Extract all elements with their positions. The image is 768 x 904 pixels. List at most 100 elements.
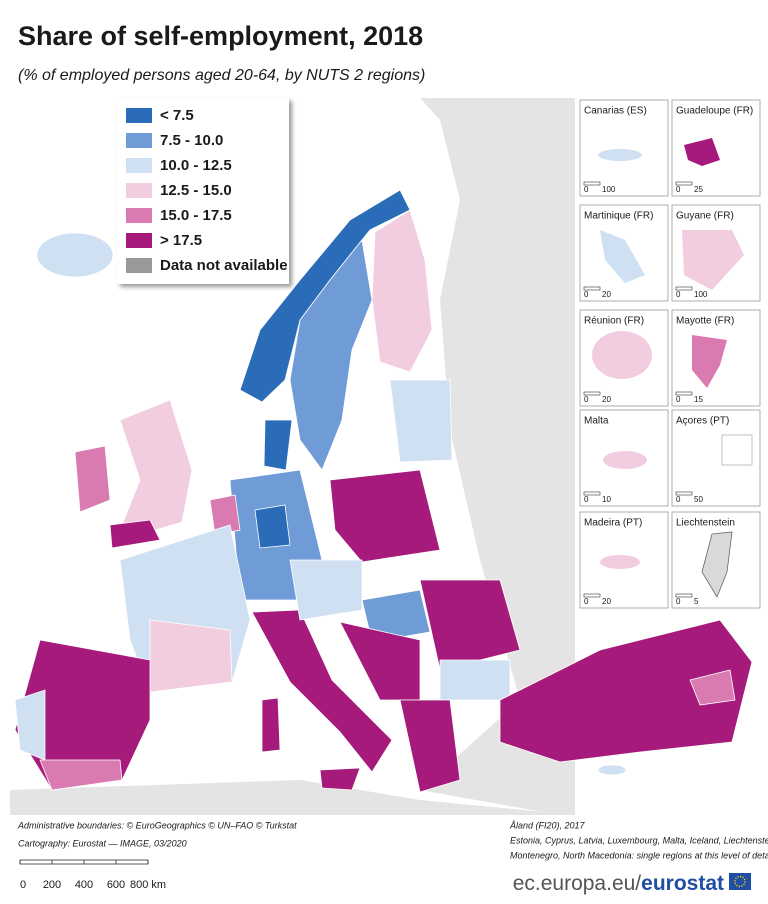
eu-flag — [729, 873, 751, 890]
legend-swatch — [126, 158, 152, 173]
hungary — [361, 589, 431, 643]
inset-name: Mayotte (FR) — [676, 316, 734, 327]
scale-bar: 0 200 400 600 800 km — [19, 859, 166, 891]
inset-scale-label: 0 — [676, 290, 681, 299]
inset-scale-label: 10 — [602, 495, 611, 504]
legend-label: > 17.5 — [160, 232, 202, 249]
footer: Administrative boundaries: © EuroGeograp… — [17, 820, 768, 894]
legend-swatch — [126, 208, 152, 223]
legend-label: Data not available — [160, 257, 288, 274]
inset-scale-label: 15 — [694, 395, 703, 404]
cyprus — [597, 764, 627, 776]
legend: < 7.5 7.5 - 10.0 10.0 - 12.5 12.5 - 15.0 15.… — [117, 98, 289, 284]
inset-shape — [701, 531, 733, 598]
iceland — [36, 232, 114, 278]
inset-shape — [600, 555, 640, 569]
romania — [419, 579, 521, 671]
inset-shape — [598, 149, 642, 161]
logo-site: ec.europa.eu/ — [513, 872, 642, 895]
finland — [371, 209, 433, 373]
sweden — [289, 239, 373, 471]
inset-scale-label: 100 — [602, 185, 616, 194]
legend-label: 15.0 - 17.5 — [160, 207, 232, 224]
uk — [114, 399, 193, 543]
legend-label: 7.5 - 10.0 — [160, 132, 223, 149]
scale-label: 0 — [20, 879, 26, 891]
inset-scale-bar — [675, 286, 693, 291]
logo-brand: eurostat — [641, 872, 724, 895]
inset-scale-label: 0 — [676, 185, 681, 194]
inset-scale-label: 20 — [602, 597, 611, 606]
inset-scale-label: 100 — [694, 290, 708, 299]
inset-name: Madeira (PT) — [584, 518, 642, 529]
france-south — [149, 619, 233, 693]
poland — [329, 469, 441, 563]
inset-scale-bar — [583, 391, 601, 396]
scale-label: 600 — [107, 879, 125, 891]
inset-scale-label: 0 — [584, 395, 589, 404]
turkey-east — [689, 669, 736, 706]
subtitle: (% of employed persons aged 20-64, by NU… — [18, 67, 425, 84]
inset-scale-label: 0 — [584, 597, 589, 606]
andalucia — [39, 759, 123, 791]
footer-right-line: Åland (FI20), 2017 — [509, 820, 586, 830]
inset-shape — [721, 434, 753, 466]
inset-shape — [682, 230, 744, 290]
bulgaria — [439, 659, 511, 701]
inset-box — [579, 99, 669, 197]
inset-scale-label: 0 — [676, 395, 681, 404]
inset-scale-label: 5 — [694, 597, 699, 606]
footer-right-line: Estonia, Cyprus, Latvia, Luxembourg, Mal… — [510, 835, 768, 845]
italy — [251, 609, 393, 773]
inset-scale-bar — [675, 391, 693, 396]
inset-scale-bar — [583, 286, 601, 291]
scale-label: 400 — [75, 879, 93, 891]
inset-name: Réunion (FR) — [584, 316, 644, 327]
germany-core — [254, 504, 291, 549]
legend-label: 12.5 - 15.0 — [160, 182, 232, 199]
central-europe — [289, 559, 363, 621]
inset-scale-label: 0 — [584, 495, 589, 504]
inset-scale-bar — [675, 491, 693, 496]
legend-swatch — [126, 258, 152, 273]
inset-scale-label: 25 — [694, 185, 703, 194]
africa — [10, 780, 575, 815]
turkey — [499, 619, 753, 763]
legend-label: < 7.5 — [160, 107, 194, 124]
inset-name: Malta — [584, 416, 609, 427]
inset-name: Guadeloupe (FR) — [676, 106, 753, 117]
legend-label: 10.0 - 12.5 — [160, 157, 232, 174]
benelux — [209, 494, 241, 536]
legend-swatch — [126, 183, 152, 198]
scale-label: 200 — [43, 879, 61, 891]
legend-swatch — [126, 233, 152, 248]
inset-scale-label: 20 — [602, 290, 611, 299]
footer-left-line: Administrative boundaries: © EuroGeograp… — [17, 820, 297, 830]
sardinia — [261, 697, 281, 753]
inset-scale-bar — [675, 181, 693, 186]
greece — [399, 699, 461, 793]
inset-name: Martinique (FR) — [584, 211, 653, 222]
inset-scale-label: 50 — [694, 495, 703, 504]
inset-scale-bar — [583, 491, 601, 496]
inset-scale-bar — [583, 593, 601, 598]
ireland — [74, 445, 111, 513]
uk-south-west — [109, 519, 161, 549]
inset-scale-bar — [675, 593, 693, 598]
norway — [239, 189, 411, 403]
inset-scale-label: 20 — [602, 395, 611, 404]
inset-scale-label: 0 — [676, 495, 681, 504]
eu-stars — [734, 875, 746, 888]
inset-shape — [692, 335, 727, 388]
inset-shape — [600, 230, 645, 283]
inset-scale-label: 0 — [584, 290, 589, 299]
inset-name: Liechtenstein — [676, 518, 735, 529]
non-eu-land — [420, 98, 575, 815]
inset-name: Açores (PT) — [676, 416, 729, 427]
title: Share of self-employment, 2018 — [18, 21, 423, 51]
legend-swatch — [126, 133, 152, 148]
inset-shape — [592, 331, 652, 379]
footer-right-line: Montenegro, North Macedonia: single regi… — [510, 850, 768, 860]
